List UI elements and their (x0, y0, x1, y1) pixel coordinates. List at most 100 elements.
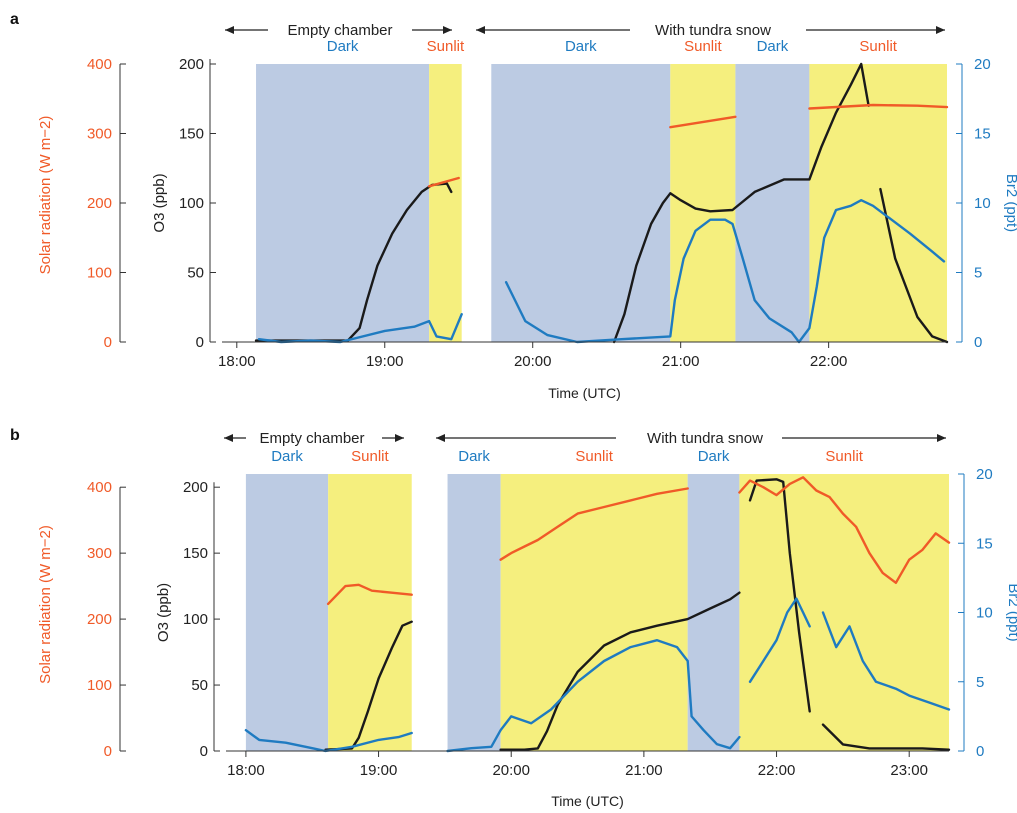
solar-tick-label: 0 (104, 743, 112, 760)
period-label-dark: Dark (271, 448, 303, 465)
x-tick-label: 23:00 (890, 762, 928, 779)
o3-tick-label: 50 (187, 265, 204, 282)
header-tundra-snow: With tundra snow (647, 430, 763, 447)
solar-axis-label: Solar radiation (W m−2) (37, 525, 54, 684)
arrow-head (937, 434, 946, 442)
o3-tick-label: 50 (191, 677, 208, 694)
o3-tick-label: 200 (183, 479, 208, 496)
br2-tick-label: 10 (976, 605, 993, 622)
x-tick-label: 19:00 (366, 353, 404, 370)
x-tick-label: 18:00 (218, 353, 256, 370)
br2-axis: 0 5 10 15 20 Br2 (ppt) (956, 56, 1017, 351)
series-solar-radiation (427, 103, 949, 188)
solar-axis-label: Solar radiation (W m−2) (37, 116, 54, 275)
period-band-dark (447, 474, 501, 751)
o3-tick-label: 150 (179, 126, 204, 143)
series-line-segment (669, 115, 737, 129)
br2-axis: 0 5 10 15 20 Br2 (ppt) (958, 466, 1017, 760)
br2-tick-label: 15 (976, 535, 993, 552)
br2-tick-label: 0 (976, 743, 984, 760)
arrow-head (476, 26, 485, 34)
period-band-sunlit (809, 64, 947, 342)
solar-tick-label: 300 (87, 126, 112, 143)
br2-tick-label: 5 (976, 674, 984, 691)
o3-tick-label: 0 (196, 334, 204, 351)
period-band-dark (491, 64, 671, 342)
period-label-sunlit: Sunlit (351, 448, 389, 465)
br2-tick-label: 20 (974, 56, 991, 73)
x-tick-label: 20:00 (514, 353, 552, 370)
series-line-segment (821, 723, 951, 751)
series-line-segment (427, 176, 460, 188)
x-tick-label: 21:00 (662, 353, 700, 370)
series-line-segment (326, 583, 413, 606)
x-tick-label: 20:00 (492, 762, 530, 779)
period-label-sunlit: Sunlit (575, 448, 613, 465)
br2-axis-label: Br2 (ppt) (1005, 583, 1017, 641)
panel-label: b (10, 427, 20, 444)
period-band-sunlit (670, 64, 736, 342)
header-arrows: Empty chamber With tundra snow (224, 430, 946, 447)
period-label-dark: Dark (565, 38, 597, 55)
br2-tick-label: 10 (974, 195, 991, 212)
period-label-dark: Dark (327, 38, 359, 55)
solar-tick-label: 400 (87, 56, 112, 73)
series-line-segment (499, 591, 741, 751)
series-line-segment (748, 478, 811, 713)
x-axis-label: Time (UTC) (551, 793, 624, 809)
solar-tick-label: 100 (87, 265, 112, 282)
period-label-dark: Dark (757, 38, 789, 55)
solar-axis: 0 100 200 300 400 Solar radiation (W m−2) (37, 479, 126, 760)
period-band-dark (735, 64, 810, 342)
br2-tick-label: 5 (974, 265, 982, 282)
series-line-segment (748, 597, 811, 683)
header-arrows: Empty chamber With tundra snow (225, 22, 945, 39)
period-label-sunlit: Sunlit (859, 38, 897, 55)
x-axis: 18:00 19:00 20:00 21:00 22:00 23:00 Time (UTC) (226, 750, 949, 809)
header-tundra-snow: With tundra snow (655, 22, 771, 39)
o3-axis: 0 50 100 150 200 O3 (ppb) (155, 479, 220, 760)
o3-tick-label: 100 (179, 195, 204, 212)
x-tick-label: 22:00 (758, 762, 796, 779)
br2-tick-label: 15 (974, 126, 991, 143)
series-line-segment (879, 187, 949, 344)
series-line-segment (504, 198, 946, 344)
br2-tick-label: 20 (976, 466, 993, 483)
x-axis-label: Time (UTC) (548, 385, 621, 401)
panel-label: a (10, 11, 19, 28)
br2-axis-label: Br2 (ppt) (1003, 174, 1017, 232)
period-label-sunlit: Sunlit (825, 448, 863, 465)
arrow-head (224, 434, 233, 442)
header-empty-chamber: Empty chamber (287, 22, 392, 39)
o3-tick-label: 150 (183, 545, 208, 562)
arrow-head (395, 434, 404, 442)
br2-tick-label: 0 (974, 334, 982, 351)
x-axis: 18:00 19:00 20:00 21:00 22:00 Time (UTC) (218, 341, 947, 401)
x-tick-label: 21:00 (625, 762, 663, 779)
arrow-head (225, 26, 234, 34)
solar-tick-label: 200 (87, 195, 112, 212)
arrow-head (436, 434, 445, 442)
o3-tick-label: 0 (200, 743, 208, 760)
period-band-dark (245, 474, 329, 751)
series-line-segment (257, 313, 463, 344)
arrow-head (443, 26, 452, 34)
solar-tick-label: 200 (87, 611, 112, 628)
series-line-segment (446, 639, 741, 753)
period-band-sunlit (500, 474, 688, 751)
period-label-dark: Dark (698, 448, 730, 465)
series-br2 (257, 198, 946, 344)
period-band-sunlit (429, 64, 462, 342)
x-tick-label: 19:00 (360, 762, 398, 779)
series-line-segment (738, 476, 951, 584)
period-band-dark (687, 474, 740, 751)
solar-tick-label: 0 (104, 334, 112, 351)
period-band-sunlit (739, 474, 949, 751)
x-tick-label: 22:00 (810, 353, 848, 370)
solar-axis: 0 100 200 300 400 Solar radiation (W m−2) (37, 56, 126, 351)
period-band-sunlit (328, 474, 412, 751)
